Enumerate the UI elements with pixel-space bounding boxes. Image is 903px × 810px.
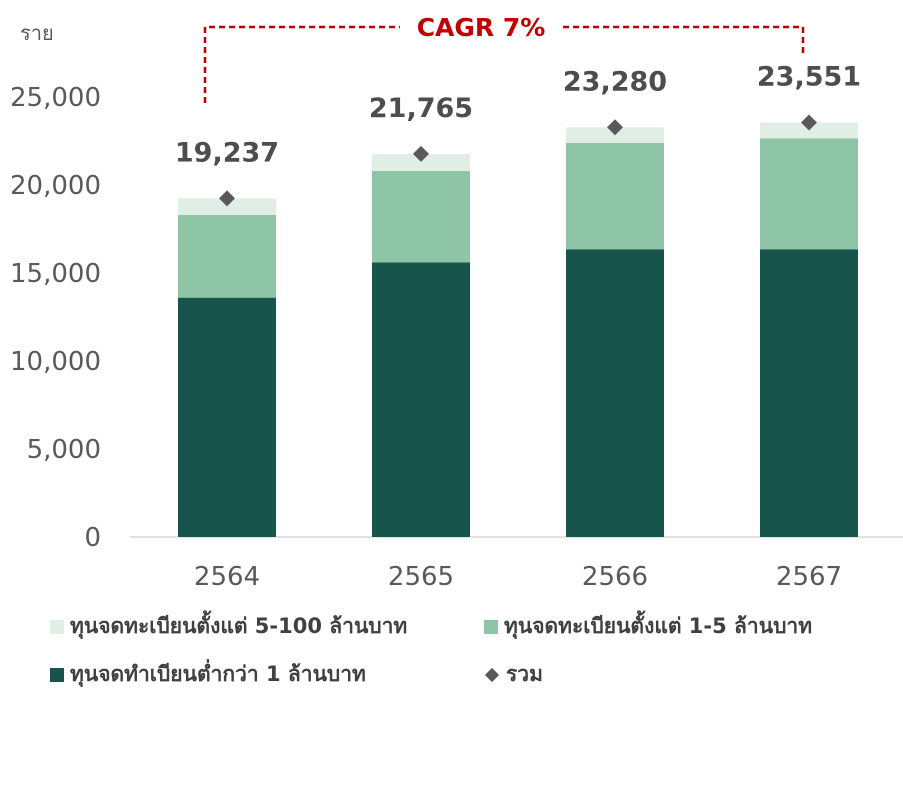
legend-item-5-100m: ทุนจดทะเบียนตั้งแต่ 5-100 ล้านบาท	[50, 610, 407, 643]
legend-item-under-1m: ทุนจดทำเบียนต่ำกว่า 1 ล้านบาท	[50, 658, 366, 691]
diamond-icon	[484, 667, 500, 682]
cagr-label: CAGR 7%	[417, 13, 546, 42]
bar-series-group	[178, 122, 858, 538]
bar-segment-1	[760, 249, 858, 538]
total-diamond-marker	[219, 190, 235, 207]
bar-segment-1	[178, 297, 276, 537]
total-data-label: 19,237	[175, 137, 279, 168]
legend-item-total: รวม	[484, 658, 543, 691]
total-diamond-marker	[413, 145, 429, 162]
total-data-label: 21,765	[369, 93, 473, 124]
y-tick-label: 25,000	[10, 83, 101, 113]
cagr-annotation: CAGR 7%	[203, 13, 805, 103]
bar-segment-1	[566, 249, 664, 538]
y-tick-label: 5,000	[27, 435, 101, 465]
x-tick-label: 2567	[776, 562, 842, 592]
y-tick-label: 15,000	[10, 259, 101, 289]
y-axis: 0 5,000 10,000 15,000 20,000 25,000	[10, 83, 101, 553]
x-axis: 2564 2565 2566 2567	[194, 562, 842, 592]
bar-segment-2	[372, 170, 470, 263]
total-markers-group: 19,237 21,765 23,280 23,551	[175, 62, 861, 207]
legend-label: ทุนจดทะเบียนตั้งแต่ 1-5 ล้านบาท	[504, 614, 813, 638]
legend-item-1-5m: ทุนจดทะเบียนตั้งแต่ 1-5 ล้านบาท	[484, 610, 812, 643]
x-tick-label: 2565	[388, 562, 454, 592]
bar-segment-2	[760, 138, 858, 250]
bar-segment-2	[178, 214, 276, 298]
legend-label: ทุนจดทะเบียนตั้งแต่ 5-100 ล้านบาท	[70, 614, 408, 638]
legend-label: ทุนจดทำเบียนต่ำกว่า 1 ล้านบาท	[70, 662, 366, 686]
bar-segment-2	[566, 142, 664, 250]
cagr-bracket-right	[563, 25, 805, 57]
legend-swatch	[50, 667, 64, 682]
cagr-bracket-left	[203, 25, 400, 103]
x-tick-label: 2566	[582, 562, 648, 592]
total-diamond-marker	[607, 119, 623, 136]
total-diamond-marker	[801, 114, 817, 131]
legend-swatch	[484, 619, 498, 634]
total-data-label: 23,551	[757, 62, 861, 93]
x-tick-label: 2564	[194, 562, 260, 592]
y-tick-label: 10,000	[10, 347, 101, 377]
legend-label: รวม	[506, 662, 543, 686]
y-tick-label: 20,000	[10, 171, 101, 201]
bar-segment-1	[372, 262, 470, 537]
legend-swatch	[50, 619, 64, 634]
y-axis-unit-label: ราย	[20, 21, 54, 45]
y-tick-label: 0	[84, 523, 101, 553]
total-data-label: 23,280	[563, 66, 667, 97]
bar-segment-3	[178, 198, 276, 215]
bar-segment-3	[372, 153, 470, 171]
